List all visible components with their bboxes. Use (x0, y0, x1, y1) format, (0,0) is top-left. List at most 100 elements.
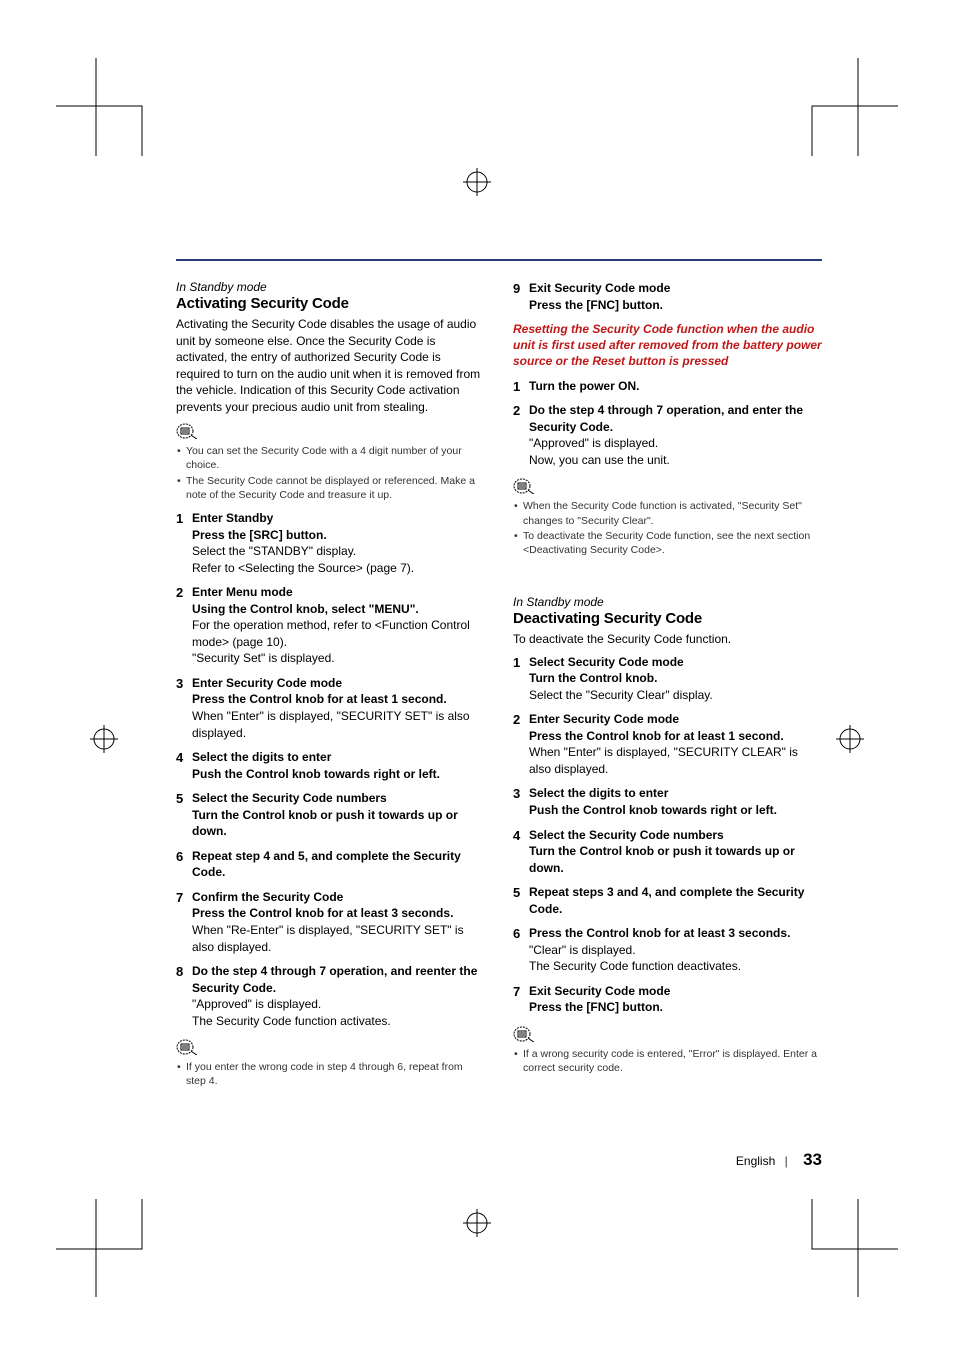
step-title: Turn the power ON. (529, 378, 822, 395)
red-subheading: Resetting the Security Code function whe… (513, 321, 822, 370)
step-title: Confirm the Security Code (192, 889, 485, 906)
step-action: Turn the Control knob. (529, 670, 822, 687)
step-title: Exit Security Code mode (529, 280, 822, 297)
crop-mark (56, 1197, 146, 1302)
step-body: Select the "STANDBY" display. (192, 543, 485, 560)
step-title: Repeat step 4 and 5, and complete the Se… (192, 848, 485, 881)
context-label: In Standby mode (176, 280, 485, 294)
step-body: "Security Set" is displayed. (192, 650, 485, 667)
step-title: Repeat steps 3 and 4, and complete the S… (529, 884, 822, 917)
intro-text: To deactivate the Security Code function… (513, 631, 822, 648)
step-title: Select the digits to enter (529, 785, 822, 802)
step-body: Select the "Security Clear" display. (529, 687, 822, 704)
section-title: Activating Security Code (176, 295, 485, 312)
step-title: Select the Security Code numbers (529, 827, 822, 844)
note-item: You can set the Security Code with a 4 d… (176, 444, 485, 472)
step-title: Do the step 4 through 7 operation, and r… (192, 963, 485, 996)
context-label: In Standby mode (513, 595, 822, 609)
step-action: Press the [SRC] button. (192, 527, 485, 544)
step-item: Select the digits to enterPush the Contr… (176, 749, 485, 782)
page-number: 33 (803, 1150, 822, 1169)
note-item: The Security Code cannot be displayed or… (176, 474, 485, 502)
section-title: Deactivating Security Code (513, 610, 822, 627)
step-action: Press the Control knob for at least 3 se… (192, 905, 485, 922)
step-action: Press the Control knob for at least 1 se… (529, 728, 822, 745)
step-item: Select Security Code modeTurn the Contro… (513, 654, 822, 704)
note-icon (176, 1039, 194, 1053)
page-footer: English | 33 (736, 1150, 822, 1170)
step-title: Enter Security Code mode (192, 675, 485, 692)
step-item: Press the Control knob for at least 3 se… (513, 925, 822, 975)
step-item: Enter StandbyPress the [SRC] button.Sele… (176, 510, 485, 576)
crop-mark (808, 1197, 898, 1302)
left-column: In Standby mode Activating Security Code… (176, 280, 485, 1097)
step-title: Enter Menu mode (192, 584, 485, 601)
note-icon (513, 1026, 531, 1040)
step-item: Enter Security Code modePress the Contro… (513, 711, 822, 777)
step-action: Using the Control knob, select "MENU". (192, 601, 485, 618)
registration-mark-icon (836, 725, 864, 758)
step-action: Push the Control knob towards right or l… (192, 766, 485, 783)
step-title: Press the Control knob for at least 3 se… (529, 925, 822, 942)
step-item: Select the digits to enterPush the Contr… (513, 785, 822, 818)
intro-text: Activating the Security Code disables th… (176, 316, 485, 415)
step-title: Select the digits to enter (192, 749, 485, 766)
step-action: Turn the Control knob or push it towards… (192, 807, 485, 840)
step-title: Select the Security Code numbers (192, 790, 485, 807)
note-icon (513, 478, 531, 492)
step-title: Select Security Code mode (529, 654, 822, 671)
note-icon (176, 423, 194, 437)
step-title: Exit Security Code mode (529, 983, 822, 1000)
step-action: Turn the Control knob or push it towards… (529, 843, 822, 876)
step-body: When "Re-Enter" is displayed, "SECURITY … (192, 922, 485, 955)
step-body: The Security Code function activates. (192, 1013, 485, 1030)
step-title: Enter Security Code mode (529, 711, 822, 728)
step-action: Press the [FNC] button. (529, 297, 822, 314)
step-item: Select the Security Code numbersTurn the… (513, 827, 822, 877)
step-title: Enter Standby (192, 510, 485, 527)
crop-mark (808, 58, 898, 163)
step-action: Press the Control knob for at least 1 se… (192, 691, 485, 708)
header-rule (176, 259, 822, 261)
note-item: If a wrong security code is entered, "Er… (513, 1047, 822, 1075)
steps-list: Enter StandbyPress the [SRC] button.Sele… (176, 510, 485, 1029)
step-body: When "Enter" is displayed, "SECURITY SET… (192, 708, 485, 741)
step-body: Now, you can use the unit. (529, 452, 822, 469)
step-item: Repeat steps 3 and 4, and complete the S… (513, 884, 822, 917)
step-action: Press the [FNC] button. (529, 999, 822, 1016)
step-item: Do the step 4 through 7 operation, and e… (513, 402, 822, 468)
notes-list: If a wrong security code is entered, "Er… (513, 1047, 822, 1075)
step-title: Do the step 4 through 7 operation, and e… (529, 402, 822, 435)
note-item: To deactivate the Security Code function… (513, 529, 822, 557)
footer-separator: | (785, 1154, 788, 1168)
step-item: Do the step 4 through 7 operation, and r… (176, 963, 485, 1029)
step-item: Exit Security Code modePress the [FNC] b… (513, 983, 822, 1016)
step-item: Repeat step 4 and 5, and complete the Se… (176, 848, 485, 881)
steps-list: Turn the power ON. Do the step 4 through … (513, 378, 822, 469)
steps-list: Exit Security Code mode Press the [FNC] … (513, 280, 822, 313)
notes-list: When the Security Code function is activ… (513, 499, 822, 557)
step-item: Select the Security Code numbersTurn the… (176, 790, 485, 840)
registration-mark-icon (90, 725, 118, 758)
step-body: For the operation method, refer to <Func… (192, 617, 485, 650)
step-item: Turn the power ON. (513, 378, 822, 395)
registration-mark-icon (463, 168, 491, 201)
right-column: Exit Security Code mode Press the [FNC] … (513, 280, 822, 1097)
step-item: Enter Security Code modePress the Contro… (176, 675, 485, 741)
step-body: Refer to <Selecting the Source> (page 7)… (192, 560, 485, 577)
step-body: The Security Code function deactivates. (529, 958, 822, 975)
page-body: In Standby mode Activating Security Code… (176, 280, 822, 1097)
step-body: "Clear" is displayed. (529, 942, 822, 959)
step-item: Enter Menu modeUsing the Control knob, s… (176, 584, 485, 667)
step-body: When "Enter" is displayed, "SECURITY CLE… (529, 744, 822, 777)
step-body: "Approved" is displayed. (529, 435, 822, 452)
footer-lang: English (736, 1154, 775, 1168)
step-action: Push the Control knob towards right or l… (529, 802, 822, 819)
step-body: "Approved" is displayed. (192, 996, 485, 1013)
notes-list: You can set the Security Code with a 4 d… (176, 444, 485, 502)
note-item: If you enter the wrong code in step 4 th… (176, 1060, 485, 1088)
note-item: When the Security Code function is activ… (513, 499, 822, 527)
crop-mark (56, 58, 146, 163)
steps-list: Select Security Code modeTurn the Contro… (513, 654, 822, 1016)
notes-list: If you enter the wrong code in step 4 th… (176, 1060, 485, 1088)
